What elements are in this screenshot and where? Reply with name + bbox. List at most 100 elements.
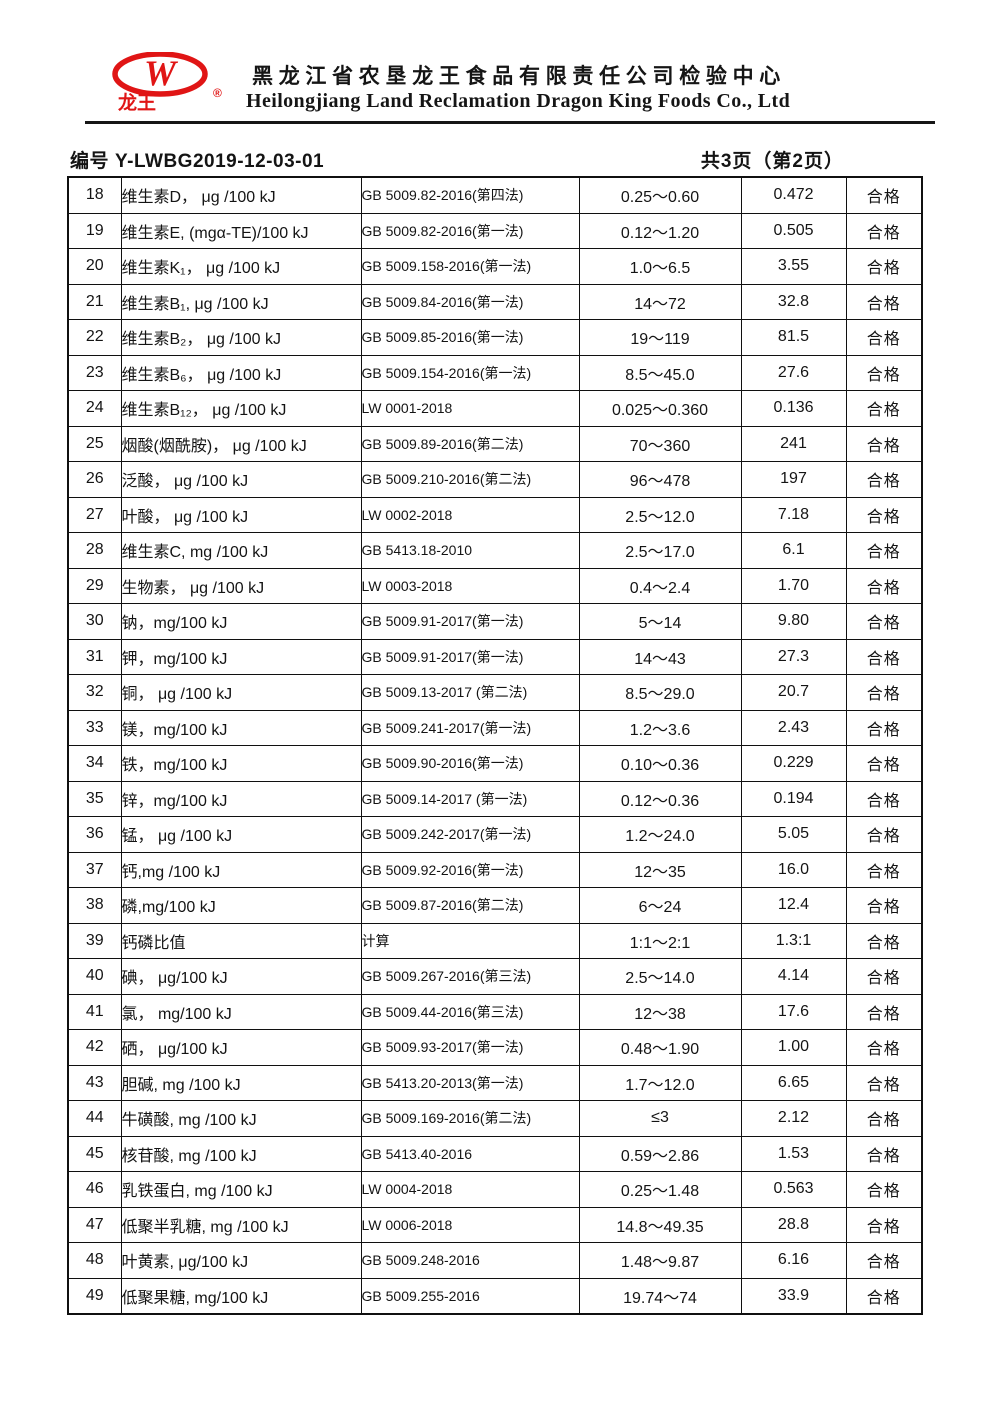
test-method: GB 5009.84-2016(第一法) [360,283,580,320]
test-method: GB 5009.89-2016(第二法) [360,425,580,462]
verdict: 合格 [845,1171,923,1208]
test-result: 197 [740,461,847,498]
row-number: 35 [67,780,122,817]
test-method: GB 5009.91-2017(第一法) [360,638,580,675]
row-number: 32 [67,674,122,711]
test-method: LW 0002-2018 [360,496,580,533]
test-method: GB 5009.267-2016(第三法) [360,958,580,995]
standard-range: 70～360 [578,425,742,462]
standard-range: 0.10～0.36 [578,745,742,782]
test-item: 胆碱, mg /100 kJ [120,1064,362,1101]
table-row: 21 维生素B₁, μg /100 kJ GB 5009.84-2016(第一法) 1… [67,283,923,320]
standard-range: 12～38 [578,993,742,1030]
test-method: GB 5009.82-2016(第四法) [360,176,580,214]
row-number: 25 [67,425,122,462]
test-result: 0.136 [740,390,847,427]
test-result: 0.229 [740,745,847,782]
row-number: 28 [67,532,122,569]
test-item: 锌，mg/100 kJ [120,780,362,817]
test-method: GB 5413.18-2010 [360,532,580,569]
test-result: 17.6 [740,993,847,1030]
test-item: 铜， μg /100 kJ [120,674,362,711]
test-method: GB 5009.90-2016(第一法) [360,745,580,782]
logo-w-ellipse-icon: W [112,52,208,97]
verdict: 合格 [845,993,923,1030]
report-number: 编号 Y-LWBG2019-12-03-01 [70,146,324,173]
verdict: 合格 [845,1064,923,1101]
test-method: GB 5009.210-2016(第二法) [360,461,580,498]
verdict: 合格 [845,958,923,995]
table-row: 42 硒， μg/100 kJ GB 5009.93-2017(第一法) 0.48～1… [67,1029,923,1066]
test-item: 铁，mg/100 kJ [120,745,362,782]
table-row: 25 烟酸(烟酰胺)， μg /100 kJ GB 5009.89-2016(第二法… [67,425,923,462]
verdict: 合格 [845,709,923,746]
test-item: 维生素C, mg /100 kJ [120,532,362,569]
standard-range: 5～14 [578,603,742,640]
test-method: LW 0004-2018 [360,1171,580,1208]
standard-range: 1.0～6.5 [578,248,742,285]
page-indicator: 共3页（第2页） [700,151,844,172]
table-row: 36 锰， μg /100 kJ GB 5009.242-2017(第一法) 1.2～… [67,816,923,853]
table-row: 40 碘， μg/100 kJ GB 5009.267-2016(第三法) 2.5～1… [67,958,923,995]
test-item: 牛磺酸, mg /100 kJ [120,1100,362,1137]
verdict: 合格 [845,496,923,533]
test-method: GB 5009.158-2016(第一法) [360,248,580,285]
test-results-table: 18 维生素D， μg /100 kJ GB 5009.82-2016(第四法) 0.… [67,176,923,1315]
standard-range: 96～478 [578,461,742,498]
row-number: 31 [67,638,122,675]
test-item: 叶黄素, μg/100 kJ [120,1242,362,1279]
test-method: GB 5009.13-2017 (第二法) [360,674,580,711]
logo-monogram: W [144,53,179,93]
test-method: LW 0003-2018 [360,567,580,604]
report-number-value: Y-LWBG2019-12-03-01 [115,151,325,172]
test-method: GB 5009.85-2016(第一法) [360,319,580,356]
test-result: 9.80 [740,603,847,640]
table-row: 27 叶酸， μg /100 kJ LW 0002-2018 2.5～12.0 7.18… [67,496,923,533]
row-number: 45 [67,1135,122,1172]
table-row: 30 钠，mg/100 kJ GB 5009.91-2017(第一法) 5～14 9.8… [67,603,923,640]
standard-range: 0.4～2.4 [578,567,742,604]
verdict: 合格 [845,283,923,320]
table-row: 26 泛酸， μg /100 kJ GB 5009.210-2016(第二法) 96～… [67,461,923,498]
test-result: 3.55 [740,248,847,285]
row-number: 41 [67,993,122,1030]
test-item: 钙磷比值 [120,922,362,959]
standard-range: 0.48～1.90 [578,1029,742,1066]
test-item: 钙,mg /100 kJ [120,851,362,888]
test-result: 33.9 [740,1277,847,1315]
verdict: 合格 [845,1029,923,1066]
test-result: 0.563 [740,1171,847,1208]
verdict: 合格 [845,248,923,285]
test-result: 4.14 [740,958,847,995]
test-result: 32.8 [740,283,847,320]
table-row: 43 胆碱, mg /100 kJ GB 5413.20-2013(第一法) 1.7～… [67,1064,923,1101]
test-item: 磷,mg/100 kJ [120,887,362,924]
test-result: 7.18 [740,496,847,533]
test-method: GB 5009.242-2017(第一法) [360,816,580,853]
standard-range: 1.2～24.0 [578,816,742,853]
report-meta-row: 编号 Y-LWBG2019-12-03-01 共3页（第2页） [70,146,922,173]
table-row: 39 钙磷比值 计算 1:1～2:1 1.3:1 合格 [67,922,923,959]
standard-range: 2.5～14.0 [578,958,742,995]
verdict: 合格 [845,176,923,214]
test-method: GB 5009.82-2016(第一法) [360,212,580,249]
company-title-english: Heilongjiang Land Reclamation Dragon Kin… [246,90,791,112]
test-method: GB 5009.87-2016(第二法) [360,887,580,924]
standard-range: 19.74～74 [578,1277,742,1315]
test-item: 烟酸(烟酰胺)， μg /100 kJ [120,425,362,462]
test-result: 1.3:1 [740,922,847,959]
test-method: 计算 [360,922,580,959]
test-method: GB 5413.20-2013(第一法) [360,1064,580,1101]
test-method: GB 5009.255-2016 [360,1277,580,1315]
row-number: 18 [67,176,122,214]
test-result: 16.0 [740,851,847,888]
table-row: 32 铜， μg /100 kJ GB 5009.13-2017 (第二法) 8.5～… [67,674,923,711]
standard-range: 19～119 [578,319,742,356]
test-item: 叶酸， μg /100 kJ [120,496,362,533]
test-result: 6.1 [740,532,847,569]
verdict: 合格 [845,567,923,604]
test-item: 维生素B₂， μg /100 kJ [120,319,362,356]
test-method: GB 5009.93-2017(第一法) [360,1029,580,1066]
test-method: GB 5009.154-2016(第一法) [360,354,580,391]
standard-range: 0.12～0.36 [578,780,742,817]
